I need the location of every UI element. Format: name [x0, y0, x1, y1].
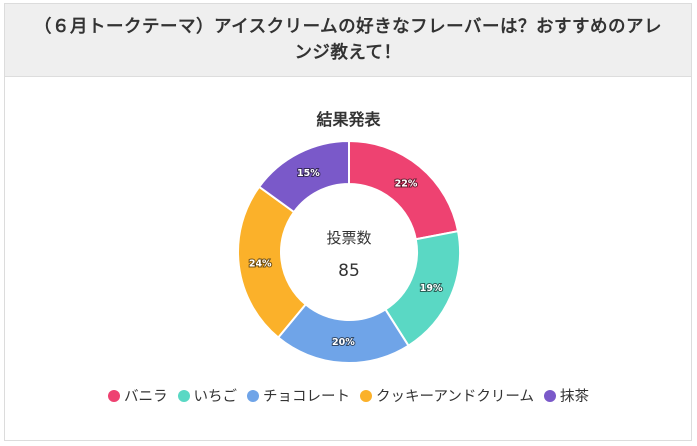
slice-label-3: 20%: [332, 337, 355, 348]
chart-legend: バニラ いちご チョコレート クッキーアンドクリーム 抹茶: [0, 385, 697, 406]
legend-item[interactable]: クッキーアンドクリーム: [360, 385, 534, 406]
legend-swatch: [247, 389, 260, 402]
result-heading: 結果発表: [316, 110, 381, 129]
slice-1[interactable]: [348, 139, 460, 241]
total-votes-label: 投票数: [326, 229, 371, 247]
legend-item[interactable]: チョコレート: [247, 385, 350, 406]
legend-label: クッキーアンドクリーム: [376, 389, 534, 405]
legend-label: いちご: [193, 389, 238, 405]
legend-swatch: [360, 389, 373, 402]
slice-label-4: 24%: [249, 259, 272, 270]
slice-label-5: 15%: [297, 168, 320, 179]
legend-swatch: [543, 389, 556, 402]
legend-swatch: [108, 389, 121, 402]
poll-header: （６月トークテーマ）アイスクリームの好きなフレーバーは？おすすめのアレンジ教えて…: [5, 4, 691, 77]
legend-item[interactable]: 抹茶: [543, 385, 589, 406]
legend-swatch: [177, 389, 190, 402]
slice-label-1: 22%: [395, 179, 418, 190]
legend-label: チョコレート: [263, 389, 351, 405]
legend-item[interactable]: いちご: [177, 385, 238, 406]
poll-card: （６月トークテーマ）アイスクリームの好きなフレーバーは？おすすめのアレンジ教えて…: [4, 3, 692, 441]
total-votes-value: 85: [338, 261, 360, 281]
slice-label-2: 19%: [420, 283, 443, 294]
slice-4[interactable]: [237, 185, 308, 339]
legend-label: バニラ: [124, 389, 168, 405]
poll-title: （６月トークテーマ）アイスクリームの好きなフレーバーは？おすすめのアレンジ教えて…: [34, 17, 662, 63]
legend-item[interactable]: バニラ: [108, 385, 168, 406]
slice-5[interactable]: [257, 139, 350, 214]
legend-label: 抹茶: [559, 389, 589, 405]
